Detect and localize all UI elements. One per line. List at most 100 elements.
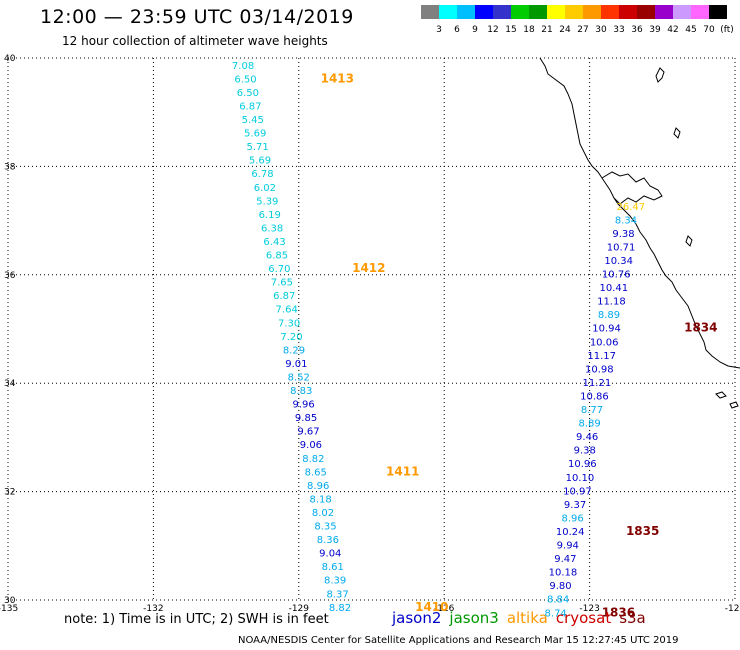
- wave-height-value: 8.89: [578, 419, 600, 430]
- wave-height-value: 8.39: [324, 576, 346, 587]
- wave-height-value: 11.18: [597, 297, 626, 308]
- map-title: 12:00 — 23:59 UTC 03/14/2019: [40, 6, 354, 28]
- scale-swatch: [619, 5, 637, 19]
- altimeter-tracks: 7.08 6.50 6.50 6.87 5.45 5.69 5.71 5.69 6.78 6.02…: [232, 61, 718, 619]
- wave-height-value: 6.70: [268, 264, 290, 275]
- wave-height-value: 9.38: [574, 446, 596, 457]
- map-subtitle: 12 hour collection of altimeter wave hei…: [62, 34, 328, 48]
- scale-swatch: [637, 5, 655, 19]
- wave-height-value: 10.76: [602, 270, 631, 281]
- inland-shoreline-3: [685, 235, 693, 247]
- wave-height-value: 8.83: [290, 386, 312, 397]
- wave-height-value: 8.52: [288, 372, 310, 383]
- pass-time-label: 1412: [352, 261, 385, 275]
- legend-jason3: jason3: [449, 609, 499, 627]
- scale-label: 45: [685, 25, 697, 35]
- scale-label: 27: [577, 25, 589, 35]
- wave-height-value: 6.50: [234, 74, 256, 85]
- scale-swatch: [583, 5, 601, 19]
- wave-height-value: 10.06: [590, 337, 619, 348]
- lon-tick-label: -132: [143, 604, 163, 614]
- legend-s3a: s3a: [619, 609, 646, 627]
- scale-label: 9: [472, 25, 478, 35]
- wave-height-value: 9.85: [295, 413, 317, 424]
- wave-height-value: 11.21: [583, 378, 612, 389]
- legend-cryosat: cryosat: [555, 609, 612, 627]
- wave-height-value: 5.69: [244, 129, 266, 140]
- legend-jason2: jason2: [392, 609, 442, 627]
- scale-swatch: [601, 5, 619, 19]
- wave-height-value: 7.65: [271, 278, 293, 289]
- lat-tick-label: 36: [4, 271, 16, 281]
- wave-height-value: 8.96: [307, 481, 329, 492]
- wave-height-value: 6.02: [254, 183, 276, 194]
- wave-height-value: 8.65: [305, 467, 327, 478]
- wave-height-value: 10.18: [549, 568, 578, 579]
- lat-tick-label: 30: [4, 596, 16, 606]
- wave-height-value: 10.97: [563, 486, 592, 497]
- wave-height-value: 9.37: [564, 500, 586, 511]
- wave-height-value: 8.82: [329, 603, 351, 614]
- footer-note: note: 1) Time is in UTC; 2) SWH is in fe…: [64, 612, 329, 627]
- wave-height-value: 8.74: [545, 608, 567, 619]
- wave-height-value: 7.08: [232, 61, 254, 72]
- wave-height-value: 8.02: [312, 508, 334, 519]
- wave-height-value: 26.47: [616, 202, 645, 213]
- wave-height-value: 8.36: [317, 535, 339, 546]
- scale-label: 30: [595, 25, 607, 35]
- wave-height-value: 10.98: [585, 364, 614, 375]
- wave-height-value: 5.71: [246, 142, 268, 153]
- lon-tick-label: -129: [289, 604, 310, 614]
- lat-tick-label: 40: [4, 54, 16, 64]
- wave-height-value: 8.61: [322, 562, 344, 573]
- scale-swatch: [511, 5, 529, 19]
- wave-height-value: 9.94: [557, 541, 579, 552]
- scale-label: 18: [523, 25, 535, 35]
- wave-height-value: 9.96: [293, 400, 315, 411]
- wave-height-value: 7.64: [276, 305, 298, 316]
- wave-height-value: 10.10: [566, 473, 595, 484]
- scale-swatch: [547, 5, 565, 19]
- san-francisco-bay: [601, 171, 663, 205]
- legend-altika: altika: [506, 609, 548, 627]
- pass-time-label: 1413: [321, 71, 354, 85]
- wave-height-value: 11.17: [587, 351, 616, 362]
- scale-swatch: [565, 5, 583, 19]
- wave-height-value: 10.41: [600, 283, 629, 294]
- scale-swatch: [529, 5, 547, 19]
- wave-height-value: 6.78: [251, 169, 273, 180]
- wave-height-value: 9.06: [300, 440, 322, 451]
- satellite-legend: jason2 jason3 altika cryosat s3a: [392, 609, 654, 627]
- scale-label: 33: [613, 25, 625, 35]
- wave-height-value: 6.85: [266, 251, 288, 262]
- scale-label: 39: [649, 25, 661, 35]
- scale-label: 24: [559, 25, 571, 35]
- track-east: 26.47 8.34 9.38 10.71 10.34 10.76 10.41 11.18 8.…: [545, 202, 718, 620]
- scale-label: 3: [436, 25, 442, 35]
- wave-height-value: 10.86: [580, 391, 609, 402]
- track-west: 7.08 6.50 6.50 6.87 5.45 5.69 5.71 5.69 6.78 6.02…: [232, 61, 449, 614]
- channel-island: [715, 391, 727, 399]
- scale-swatch: [457, 5, 475, 19]
- wave-height-value: 7.20: [280, 332, 302, 343]
- wave-height-value: 6.19: [259, 210, 281, 221]
- channel-island-2: [729, 401, 739, 409]
- scale-swatch: [673, 5, 691, 19]
- scale-label: 70: [703, 25, 715, 35]
- wave-height-value: 6.87: [239, 101, 261, 112]
- wave-height-value: 8.37: [326, 589, 348, 600]
- inland-shoreline-north: [655, 67, 665, 83]
- lon-tick-label: -126: [434, 604, 455, 614]
- lat-lon-grid: [7, 57, 736, 601]
- lon-tick-label: -123: [579, 604, 599, 614]
- lat-tick-label: 34: [4, 379, 16, 389]
- pass-time-label: 1410: [415, 600, 448, 614]
- lat-tick-label: 32: [4, 488, 15, 498]
- wave-height-value: 10.24: [556, 527, 585, 538]
- wave-height-value: 6.50: [237, 88, 259, 99]
- wave-height-value: 10.94: [592, 324, 621, 335]
- lon-tick-label: -135: [0, 604, 18, 614]
- coastline: [539, 57, 740, 409]
- wave-height-value: 9.01: [285, 359, 307, 370]
